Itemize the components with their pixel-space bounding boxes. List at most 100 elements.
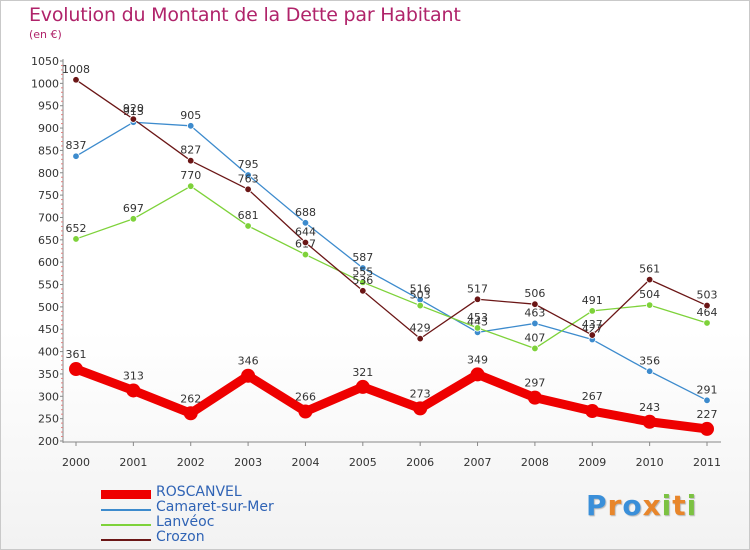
y-tick-label: 900 [38,122,59,135]
data-label: 795 [238,158,259,171]
data-label: 262 [180,392,201,405]
x-tick-label: 2009 [578,456,606,469]
data-label: 587 [352,251,373,264]
x-tick-label: 2007 [464,456,492,469]
legend-label: Lanvéoc [156,514,215,530]
data-point [588,331,596,339]
data-point [72,76,80,84]
data-point [72,235,80,243]
x-tick-label: 2005 [349,456,377,469]
legend-label: ROSCANVEL [156,484,242,500]
x-tick-label: 2001 [119,456,147,469]
y-tick-label: 350 [38,368,59,381]
data-label: 536 [352,274,373,287]
x-tick-label: 2010 [636,456,664,469]
x-tick-label: 2000 [62,456,90,469]
data-label: 920 [123,102,144,115]
data-label: 827 [180,144,201,157]
x-tick-label: 2004 [291,456,319,469]
data-point [413,401,428,416]
data-point [531,300,539,308]
data-label: 504 [639,288,660,301]
series-line-crozon [75,79,708,340]
legend-swatch [101,539,151,541]
y-tick-label: 450 [38,323,59,336]
data-label: 1008 [62,63,90,76]
data-label: 321 [352,366,373,379]
data-label: 697 [123,202,144,215]
data-point [72,152,80,160]
data-label: 517 [467,282,488,295]
y-tick-label: 300 [38,390,59,403]
data-point [470,367,485,382]
data-point [416,334,424,343]
data-label: 506 [524,287,545,300]
x-tick-label: 2008 [521,456,549,469]
data-point [301,219,310,227]
series-line-camaret-sur-mer [75,121,708,401]
data-label: 273 [410,387,431,400]
x-tick-label: 2006 [406,456,434,469]
y-tick-label: 550 [38,279,59,292]
data-point [473,295,482,303]
data-point [703,396,711,405]
data-label: 644 [295,226,316,239]
x-tick-label: 2003 [234,456,262,469]
data-label: 313 [123,369,144,382]
data-label: 243 [639,401,660,414]
y-tick-label: 600 [38,256,59,269]
data-point [359,287,367,295]
data-label: 453 [467,311,488,324]
data-label: 356 [639,354,660,367]
legend-swatch [101,490,151,499]
data-point [531,344,539,353]
data-point [244,222,252,230]
data-label: 361 [66,348,87,361]
data-point [183,406,198,421]
x-tick-label: 2002 [177,456,205,469]
y-tick-label: 700 [38,211,59,224]
data-label: 349 [467,353,488,366]
legend-swatch [101,509,151,511]
data-point [531,319,539,328]
data-point [301,238,310,247]
data-label: 681 [238,209,259,222]
data-label: 770 [180,169,201,182]
series-line-roscanvel [71,364,712,434]
chart-subtitle: (en €) [29,28,62,41]
data-label: 555 [352,265,373,278]
data-label: 227 [697,408,718,421]
data-point [703,301,711,310]
data-point [642,414,657,429]
data-point [645,301,654,309]
data-label: 291 [697,383,718,396]
data-label: 443 [467,315,488,328]
data-label: 905 [180,109,201,122]
data-point [241,368,256,383]
data-label: 561 [639,263,660,276]
data-label: 516 [410,283,431,296]
data-label: 491 [582,294,603,307]
data-point [298,404,313,419]
data-label: 652 [66,222,87,235]
y-tick-label: 800 [38,167,59,180]
data-point [527,390,542,405]
data-point [129,115,138,123]
data-point [473,324,482,332]
x-tick-label: 2011 [693,456,721,469]
data-point [126,383,141,398]
chart-title: Evolution du Montant de la Dette par Hab… [29,4,461,26]
data-point [416,301,424,310]
data-label: 503 [697,289,718,302]
data-point [244,171,252,179]
data-label: 429 [410,322,431,335]
data-point [700,421,714,436]
data-point [703,319,711,327]
legend-label: Camaret-sur-Mer [156,499,274,515]
data-point [645,275,654,284]
data-point [187,182,195,190]
y-tick-label: 650 [38,234,59,247]
y-tick-label: 250 [38,413,59,426]
